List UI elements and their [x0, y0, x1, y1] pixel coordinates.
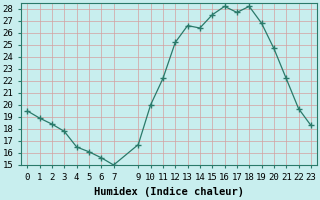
X-axis label: Humidex (Indice chaleur): Humidex (Indice chaleur) — [94, 187, 244, 197]
